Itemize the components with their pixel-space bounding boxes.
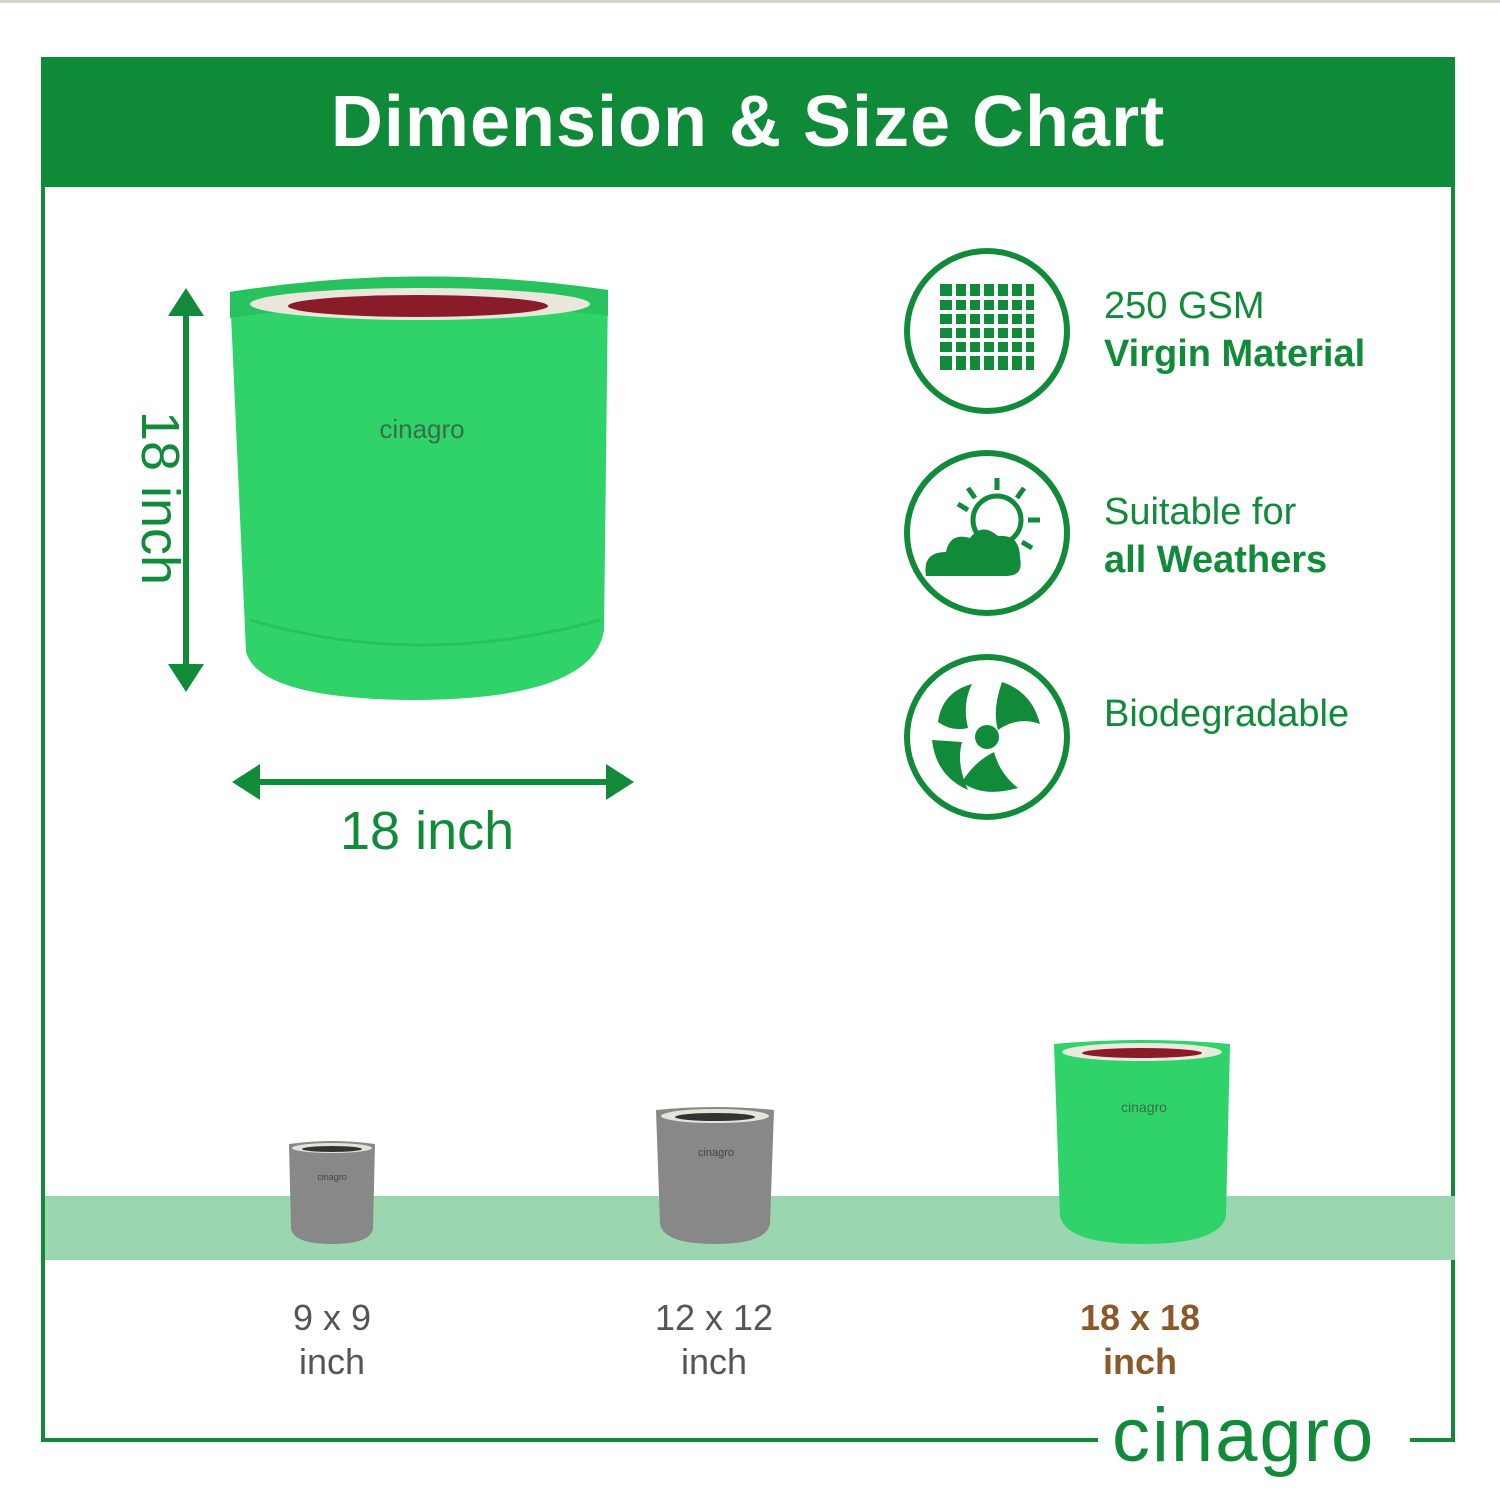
bag-12x12: cinagro xyxy=(656,1107,774,1244)
feature-gsm: 250 GSM Virgin Material xyxy=(1104,282,1365,378)
feature-bio-line1: Biodegradable xyxy=(1104,693,1350,735)
feature-gsm-line2: Virgin Material xyxy=(1104,333,1366,375)
leaf-recycle-icon xyxy=(904,654,1070,820)
feature-weather-line1: Suitable for xyxy=(1104,491,1297,533)
brand-mask xyxy=(1098,1400,1410,1480)
width-label: 18 inch xyxy=(340,801,515,861)
size-12x12-unit: inch xyxy=(680,1341,748,1382)
size-9x9-value: 9 x 9 xyxy=(292,1297,372,1338)
feature-biodegradable: Biodegradable xyxy=(1104,690,1349,738)
bag-9x9-logo: cinagro xyxy=(317,1172,347,1182)
brand-logo: cinagro xyxy=(1112,1393,1376,1478)
size-18x18-value: 18 x 18 xyxy=(1079,1297,1201,1338)
feature-weather-line2: all Weathers xyxy=(1104,539,1328,581)
height-arrow xyxy=(168,288,204,692)
size-label-12x12: 12 x 12 inch xyxy=(614,1296,814,1384)
size-label-9x9: 9 x 9 inch xyxy=(252,1296,412,1384)
bag-18x18-logo: cinagro xyxy=(1121,1099,1167,1115)
sun-cloud-icon xyxy=(904,450,1070,616)
bag-logo: cinagro xyxy=(379,414,464,444)
width-arrow xyxy=(232,764,634,800)
page-title: Dimension & Size Chart xyxy=(330,82,1166,162)
size-label-18x18: 18 x 18 inch xyxy=(1040,1296,1240,1384)
size-12x12-value: 12 x 12 xyxy=(654,1297,774,1338)
bag-18x18: cinagro xyxy=(1054,1040,1230,1244)
top-divider xyxy=(0,0,1500,3)
header-banner: Dimension & Size Chart xyxy=(41,57,1455,187)
green-grow-bag: cinagro xyxy=(230,276,608,700)
feature-gsm-line1: 250 GSM xyxy=(1104,285,1265,327)
feature-weather: Suitable for all Weathers xyxy=(1104,488,1327,584)
main-bag-illustration: cinagro xyxy=(168,276,634,800)
bag-9x9: cinagro xyxy=(289,1141,375,1244)
bag-12x12-logo: cinagro xyxy=(698,1147,734,1159)
size-18x18-unit: inch xyxy=(1102,1341,1177,1382)
size-9x9-unit: inch xyxy=(298,1341,366,1382)
height-label: 18 inch xyxy=(130,410,190,586)
fabric-mesh-icon xyxy=(904,248,1070,414)
